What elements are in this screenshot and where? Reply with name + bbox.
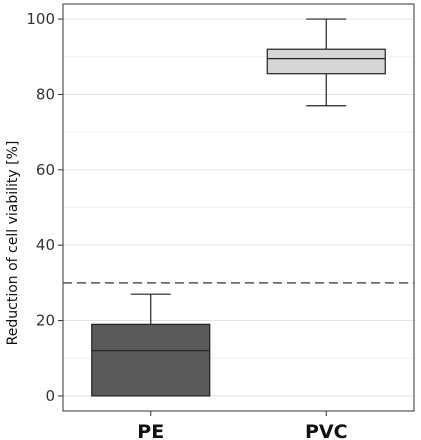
y-tick-label: 0 (45, 387, 55, 405)
y-tick-label: 80 (36, 85, 55, 103)
y-axis: 0 20 40 60 80 100 (26, 10, 63, 405)
box-pe (91, 293, 211, 397)
x-axis: PE PVC (137, 411, 348, 440)
box-body (91, 323, 211, 397)
y-tick-label: 40 (36, 236, 55, 254)
y-tick-label: 100 (26, 10, 55, 28)
y-axis-title: Reduction of cell viability [%] (5, 141, 21, 346)
x-tick-label: PE (137, 421, 164, 440)
plot-panel-border (62, 3, 415, 412)
box-pvc (266, 18, 386, 107)
boxes (91, 18, 386, 397)
y-tick-label: 60 (36, 161, 55, 179)
y-tick-label: 20 (36, 312, 55, 330)
box-body (266, 48, 386, 75)
x-tick-label: PVC (305, 421, 348, 440)
